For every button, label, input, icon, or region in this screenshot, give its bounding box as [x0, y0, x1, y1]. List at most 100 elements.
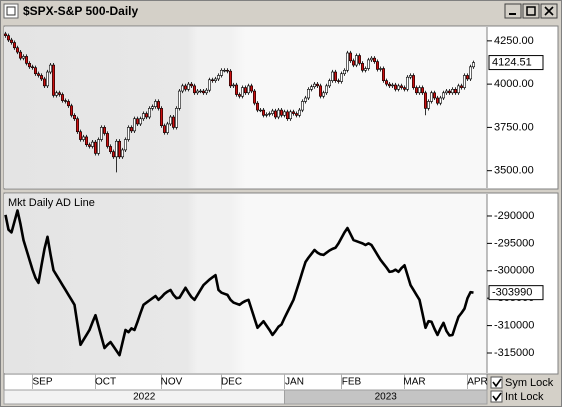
y-tick-label: -290000 [494, 210, 534, 222]
candle-body [447, 90, 451, 94]
candle-body [450, 89, 454, 94]
candle-body [432, 92, 436, 99]
candle-body [15, 47, 19, 53]
candle-body [238, 94, 242, 97]
candle-body [145, 113, 149, 118]
y-tick-label: -300000 [494, 265, 534, 277]
candle-body [88, 144, 92, 147]
candle-body [217, 75, 221, 80]
candle-body [30, 66, 34, 68]
year-label: 2023 [375, 392, 398, 403]
candle-body [267, 113, 271, 115]
candle-body [363, 68, 367, 71]
candle-body [220, 69, 224, 76]
sym-lock[interactable]: Sym Lock [490, 376, 554, 389]
candle-body [54, 92, 58, 96]
candle-body [24, 56, 28, 64]
candle-body [94, 141, 98, 154]
candle-body [115, 140, 119, 158]
candle-body [48, 64, 52, 73]
x-tick-label: SEP [32, 377, 52, 388]
candle-body [456, 85, 460, 94]
candle-body [282, 111, 286, 116]
candle-body [169, 116, 173, 125]
candle-body [64, 100, 68, 102]
candle-body [378, 68, 382, 70]
int-lock[interactable]: Int Lock [490, 390, 544, 403]
checkbox[interactable] [490, 376, 503, 389]
candle-body [435, 97, 439, 104]
candle-body [127, 127, 131, 140]
y-tick-label: 3750.00 [494, 121, 534, 133]
candle-body [336, 80, 340, 82]
candle-body [253, 90, 257, 104]
candle-body [7, 35, 11, 41]
candle-body [247, 85, 251, 94]
candle-body [312, 83, 316, 88]
check-mark [492, 378, 502, 388]
candle-body [453, 89, 457, 94]
candle-body [139, 118, 143, 125]
candle-body [193, 85, 197, 94]
candle-body [103, 127, 107, 134]
candle-body [232, 84, 236, 87]
candle-body [136, 118, 140, 125]
candle-body [288, 111, 292, 120]
candle-body [330, 71, 334, 81]
panel-title: Mkt Daily AD Line [8, 197, 95, 209]
candle-body [184, 85, 188, 90]
candle-body [18, 51, 22, 59]
candle-body [51, 64, 55, 96]
year-label: 2022 [133, 392, 156, 403]
candle-body [85, 136, 89, 146]
candle-body [417, 87, 421, 94]
candle-body [4, 33, 8, 36]
candle-body [130, 127, 134, 132]
candle-body [300, 101, 304, 111]
candle-body [393, 84, 397, 90]
candle-body [229, 70, 233, 87]
candle-body [214, 78, 218, 81]
candle-body [408, 75, 412, 78]
candle-body [57, 92, 61, 95]
maximize-button[interactable] [522, 3, 540, 19]
ad-line [4, 209, 474, 357]
candle-body [327, 80, 331, 87]
candle-body [163, 125, 167, 133]
candle-body [79, 131, 83, 140]
candle-body [73, 114, 77, 120]
x-tick-label: OCT [95, 377, 116, 388]
window-title: $SPX-S&P 500-Daily [23, 4, 138, 18]
last-value-box [488, 285, 544, 301]
candle-body [244, 87, 248, 94]
candle-body [426, 101, 430, 109]
candle-body [285, 111, 289, 120]
candle-body [441, 92, 445, 99]
candle-body [309, 86, 313, 90]
candle-body [384, 80, 388, 85]
y-tick-label: -310000 [494, 319, 534, 331]
candle-body [468, 66, 472, 80]
y-tick-label: 4250.00 [494, 35, 534, 47]
candle-body [342, 69, 346, 75]
x-tick-label: JAN [285, 377, 304, 388]
last-value-box [488, 55, 544, 71]
candle-body [100, 127, 104, 140]
minimize-button[interactable] [504, 3, 522, 19]
candle-body [297, 109, 301, 116]
candle-body [250, 85, 254, 92]
candle-body [151, 106, 155, 109]
candle-body [369, 57, 373, 61]
candle-body [60, 94, 64, 101]
x-tick-label: NOV [161, 377, 183, 388]
candle-body [357, 55, 361, 64]
candle-body [366, 59, 370, 69]
candle-body [444, 90, 448, 94]
candle-body [423, 92, 427, 109]
candle-body [36, 73, 40, 76]
candle-body [157, 101, 161, 109]
candle-body [76, 118, 80, 133]
checkbox[interactable] [490, 390, 503, 403]
candle-body [124, 139, 128, 151]
